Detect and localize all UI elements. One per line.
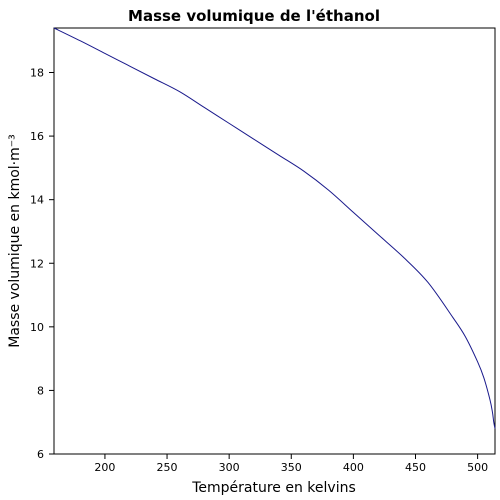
y-tick-label: 8 [37, 384, 44, 397]
chart-title: Masse volumique de l'éthanol [128, 7, 380, 25]
x-tick-label: 350 [281, 461, 302, 474]
y-tick-label: 10 [30, 321, 44, 334]
y-tick-label: 6 [37, 448, 44, 461]
plot-frame [53, 27, 496, 455]
x-tick-label: 250 [157, 461, 178, 474]
ticks: 200 250 300 350 400 450 500 6 8 10 12 14 16 18 [30, 67, 488, 474]
x-tick-label: 500 [467, 461, 488, 474]
x-tick-label: 400 [343, 461, 364, 474]
x-axis-label: Température en kelvins [191, 480, 356, 496]
y-axis-label: Masse volumique en kmol·m⁻³ [7, 134, 23, 348]
series-line [53, 27, 496, 429]
x-tick-label: 300 [219, 461, 240, 474]
y-tick-label: 12 [30, 257, 44, 270]
x-tick-label: 200 [94, 461, 115, 474]
y-tick-label: 18 [30, 67, 44, 80]
y-tick-label: 14 [30, 194, 44, 207]
y-tick-label: 16 [30, 130, 44, 143]
x-tick-label: 450 [405, 461, 426, 474]
